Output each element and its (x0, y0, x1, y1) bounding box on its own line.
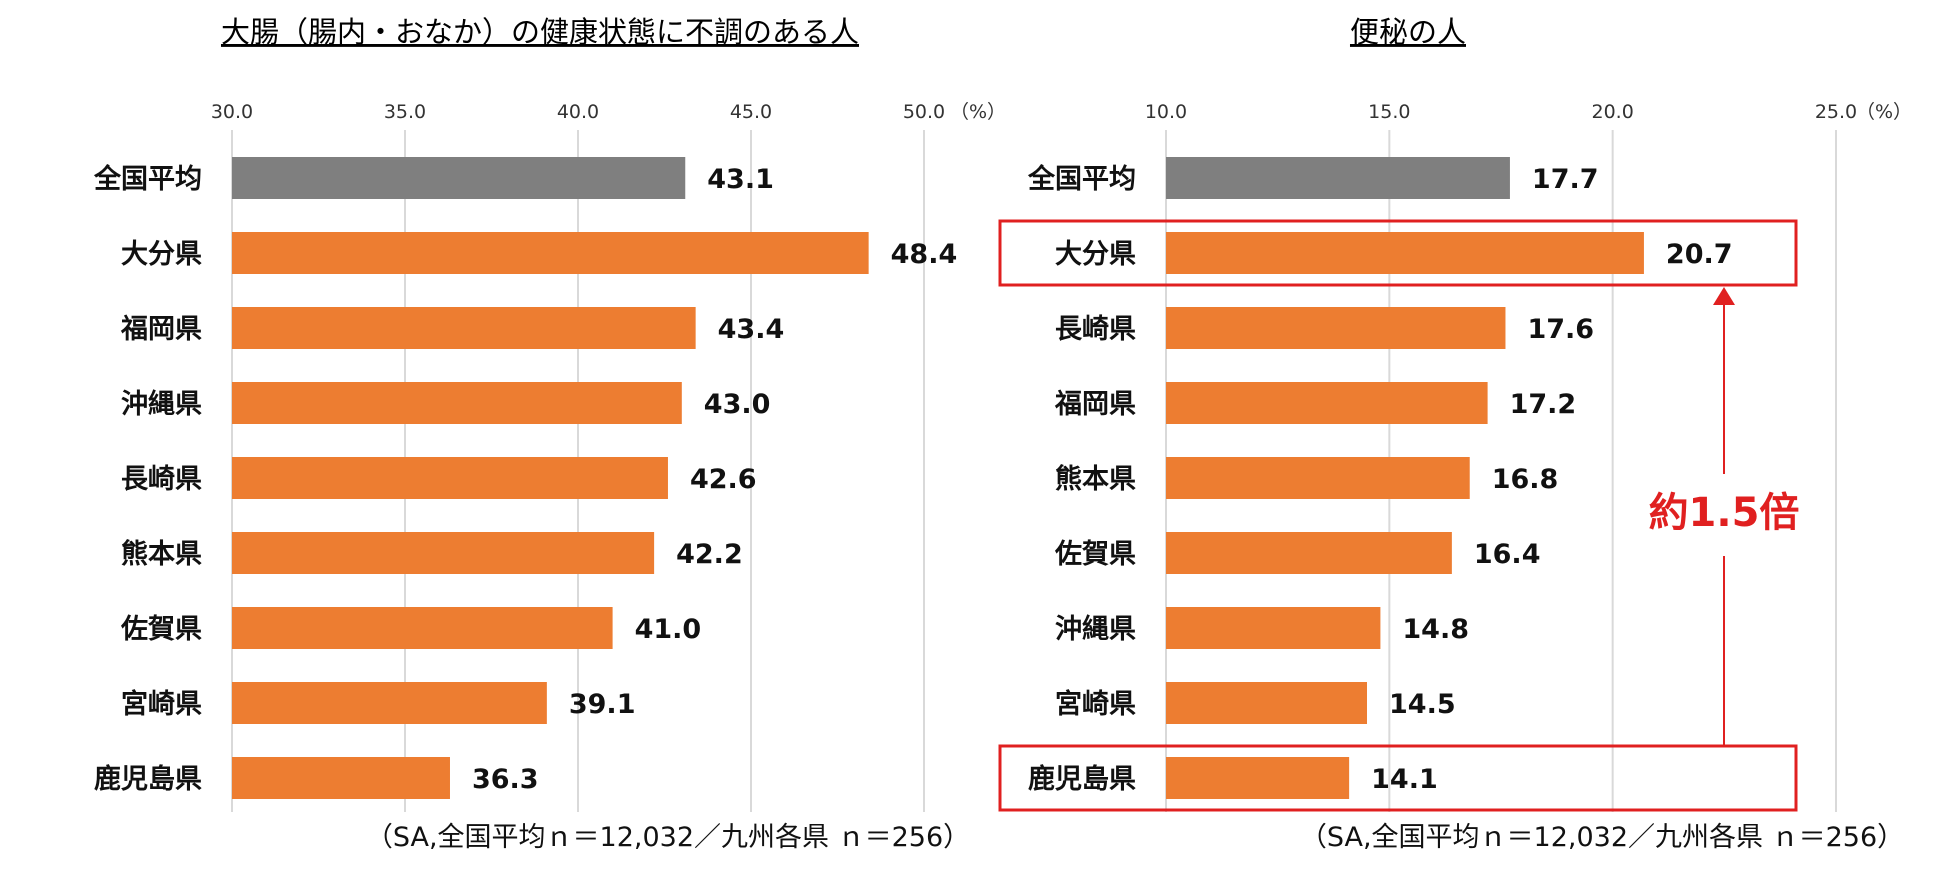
left-bar (232, 457, 668, 499)
left-value-label: 43.1 (707, 164, 774, 195)
right-sample-note: （SA,全国平均ｎ＝12,032／九州各県 ｎ＝256） (1300, 822, 1904, 853)
left-value-label: 41.0 (635, 614, 702, 645)
right-bar (1166, 757, 1350, 799)
right-tick-label: 15.0 (1368, 101, 1410, 123)
right-value-label: 17.2 (1510, 389, 1577, 420)
left-value-label: 39.1 (569, 689, 636, 720)
left-category-label: 鹿児島県 (94, 763, 202, 795)
arrow-head-icon (1713, 287, 1735, 305)
left-bar (232, 682, 547, 724)
left-value-label: 48.4 (891, 239, 958, 270)
right-bar (1166, 307, 1506, 349)
right-bar (1166, 682, 1367, 724)
left-bar (232, 382, 682, 424)
right-category-label: 沖縄県 (1055, 614, 1136, 645)
right-bar (1166, 382, 1488, 424)
right-category-label: 全国平均 (1027, 163, 1136, 195)
left-bar (232, 607, 613, 649)
left-tick-label: 40.0 (557, 101, 599, 123)
left-value-label: 43.0 (704, 389, 771, 420)
left-category-label: 長崎県 (121, 464, 202, 495)
left-value-label: 36.3 (472, 764, 539, 795)
left-value-label: 43.4 (718, 314, 785, 345)
left-bar (232, 157, 686, 199)
right-tick-label: 10.0 (1145, 101, 1187, 123)
left-bar (232, 307, 696, 349)
left-category-label: 宮崎県 (121, 688, 202, 720)
left-chart-title: 大腸（腸内・おなか）の健康状態に不調のある人 (221, 15, 859, 49)
right-value-label: 14.1 (1371, 764, 1438, 795)
left-bar (232, 532, 655, 574)
highlight-box (998, 744, 1798, 812)
highlight-box (998, 219, 1798, 287)
right-bar (1166, 157, 1510, 199)
right-value-label: 14.5 (1389, 689, 1456, 720)
right-value-label: 16.4 (1474, 539, 1541, 570)
right-chart-title: 便秘の人 (1350, 15, 1466, 49)
right-bar (1166, 607, 1381, 649)
right-tick-label: 25.0 (1815, 101, 1857, 123)
right-bar (1166, 532, 1452, 574)
right-bar (1166, 457, 1470, 499)
right-category-label: 福岡県 (1054, 389, 1136, 420)
left-category-label: 熊本県 (121, 538, 202, 570)
right-category-label: 宮崎県 (1055, 688, 1136, 720)
left-tick-label: 35.0 (384, 101, 426, 123)
left-bar (232, 757, 450, 799)
left-value-label: 42.2 (676, 539, 743, 570)
right-value-label: 17.7 (1532, 164, 1599, 195)
right-bar (1166, 232, 1644, 274)
left-category-label: 佐賀県 (120, 614, 202, 645)
right-category-label: 佐賀県 (1054, 539, 1136, 570)
left-category-label: 沖縄県 (121, 389, 202, 420)
right-category-label: 鹿児島県 (1028, 763, 1136, 795)
left-tick-label: 45.0 (730, 101, 772, 123)
left-sample-note: （SA,全国平均ｎ＝12,032／九州各県 ｎ＝256） (366, 822, 970, 853)
ratio-annotation: 約1.5倍 (1649, 490, 1800, 536)
left-bar (232, 232, 869, 274)
right-unit-label: （%） (1856, 101, 1912, 123)
left-tick-label: 50.0 (903, 101, 945, 123)
left-unit-label: （%） (950, 101, 1006, 123)
left-category-label: 全国平均 (93, 163, 202, 195)
left-category-label: 福岡県 (120, 314, 202, 345)
right-value-label: 14.8 (1402, 614, 1469, 645)
left-value-label: 42.6 (690, 464, 757, 495)
right-tick-label: 20.0 (1592, 101, 1634, 123)
right-value-label: 17.6 (1527, 314, 1594, 345)
right-value-label: 16.8 (1492, 464, 1559, 495)
left-category-label: 大分県 (121, 239, 202, 270)
right-category-label: 熊本県 (1055, 463, 1136, 495)
right-value-label: 20.7 (1666, 239, 1733, 270)
right-category-label: 大分県 (1055, 239, 1136, 270)
left-tick-label: 30.0 (211, 101, 253, 123)
right-category-label: 長崎県 (1055, 314, 1136, 345)
